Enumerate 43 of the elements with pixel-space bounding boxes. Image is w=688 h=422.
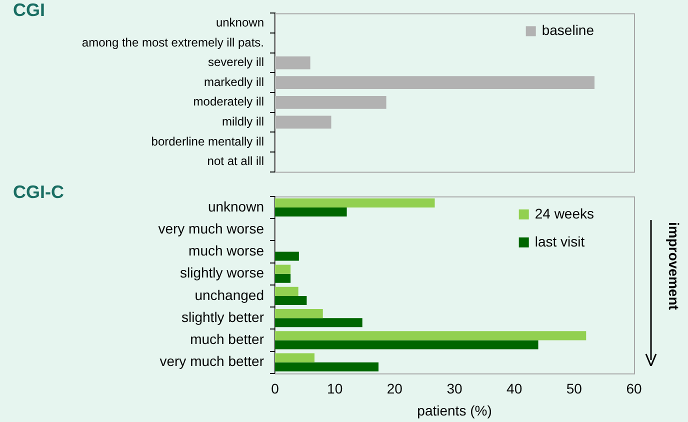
y-tick-label: very much worse	[158, 220, 264, 236]
y-tick-label: not at all ill	[207, 154, 264, 168]
y-tick-label: unknown	[216, 15, 264, 30]
bar	[275, 198, 435, 208]
bar	[275, 362, 379, 372]
bar	[275, 264, 291, 274]
bar	[275, 318, 362, 328]
text: CGI	[13, 0, 46, 21]
legend-label: last visit	[534, 233, 585, 250]
y-tick-label: slightly worse	[180, 264, 264, 281]
bar	[275, 331, 586, 340]
y-tick-label: unchanged	[194, 286, 264, 303]
bar	[275, 286, 298, 296]
bar	[275, 296, 307, 306]
legend-label: 24 weeks	[534, 205, 594, 222]
y-tick-label: moderately ill	[193, 94, 264, 109]
y-tick-label: much better	[190, 331, 264, 348]
bar	[275, 309, 323, 318]
x-tick-label: 20	[386, 380, 403, 397]
text: improvement	[666, 222, 682, 310]
bar	[275, 252, 299, 261]
y-tick-label: borderline mentally ill	[151, 134, 264, 148]
x-tick-label: 40	[506, 380, 522, 397]
y-tick-label: severely ill	[208, 55, 264, 70]
legend-label: baseline	[542, 22, 594, 38]
y-tick-label: very much better	[160, 353, 264, 370]
y-tick-label: much worse	[188, 242, 264, 259]
x-tick-label: 30	[446, 380, 462, 397]
bar	[275, 274, 291, 283]
y-tick-label: unknown	[208, 198, 264, 214]
text: CGI-C	[13, 182, 64, 203]
bar	[275, 340, 538, 350]
x-tick-label: 60	[626, 380, 642, 397]
bar	[275, 207, 347, 217]
y-tick-label: markedly ill	[204, 74, 264, 89]
y-tick-label: mildly ill	[222, 114, 264, 129]
x-tick-label: 50	[566, 380, 582, 397]
x-axis-title: patients (%)	[417, 402, 492, 418]
y-tick-label: slightly better	[182, 308, 264, 325]
x-tick-label: 0	[271, 380, 280, 397]
y-tick-label: among the most extremely ill pats.	[82, 35, 264, 50]
x-tick-label: 10	[327, 380, 343, 397]
bar	[275, 353, 314, 362]
